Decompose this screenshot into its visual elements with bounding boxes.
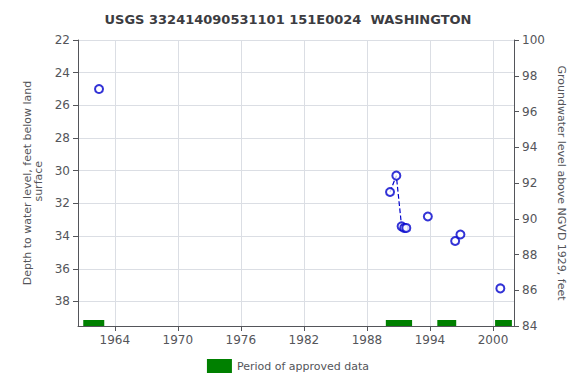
svg-text:32: 32	[55, 196, 70, 210]
svg-text:1982: 1982	[289, 333, 320, 347]
svg-text:34: 34	[55, 229, 70, 243]
svg-text:96: 96	[522, 105, 537, 119]
svg-text:USGS 332414090531101 151E0024: USGS 332414090531101 151E0024 WASHINGTON	[105, 12, 472, 27]
svg-text:Period of approved data: Period of approved data	[237, 360, 369, 373]
svg-text:38: 38	[55, 294, 70, 308]
svg-text:Groundwater level above NGVD 1: Groundwater level above NGVD 1929, feet	[555, 65, 568, 301]
svg-text:1988: 1988	[352, 333, 383, 347]
svg-text:1994: 1994	[415, 333, 446, 347]
svg-text:88: 88	[522, 248, 537, 262]
svg-text:86: 86	[522, 283, 537, 297]
svg-text:28: 28	[55, 131, 70, 145]
svg-text:98: 98	[522, 69, 537, 83]
svg-text:1970: 1970	[163, 333, 194, 347]
svg-text:36: 36	[55, 262, 70, 276]
svg-text:92: 92	[522, 176, 537, 190]
svg-text:94: 94	[522, 140, 537, 154]
svg-text:90: 90	[522, 212, 537, 226]
svg-text:30: 30	[55, 164, 70, 178]
svg-text:84: 84	[522, 319, 537, 333]
svg-text:Depth to water level, feet bel: Depth to water level, feet below land	[20, 80, 34, 286]
svg-text:24: 24	[55, 66, 70, 80]
svg-text:26: 26	[55, 98, 70, 112]
svg-text:100: 100	[522, 33, 545, 47]
svg-text:22: 22	[55, 33, 70, 47]
svg-text:surface: surface	[32, 161, 45, 205]
svg-text:1976: 1976	[226, 333, 257, 347]
svg-text:1964: 1964	[99, 333, 130, 347]
svg-text:2000: 2000	[478, 333, 509, 347]
